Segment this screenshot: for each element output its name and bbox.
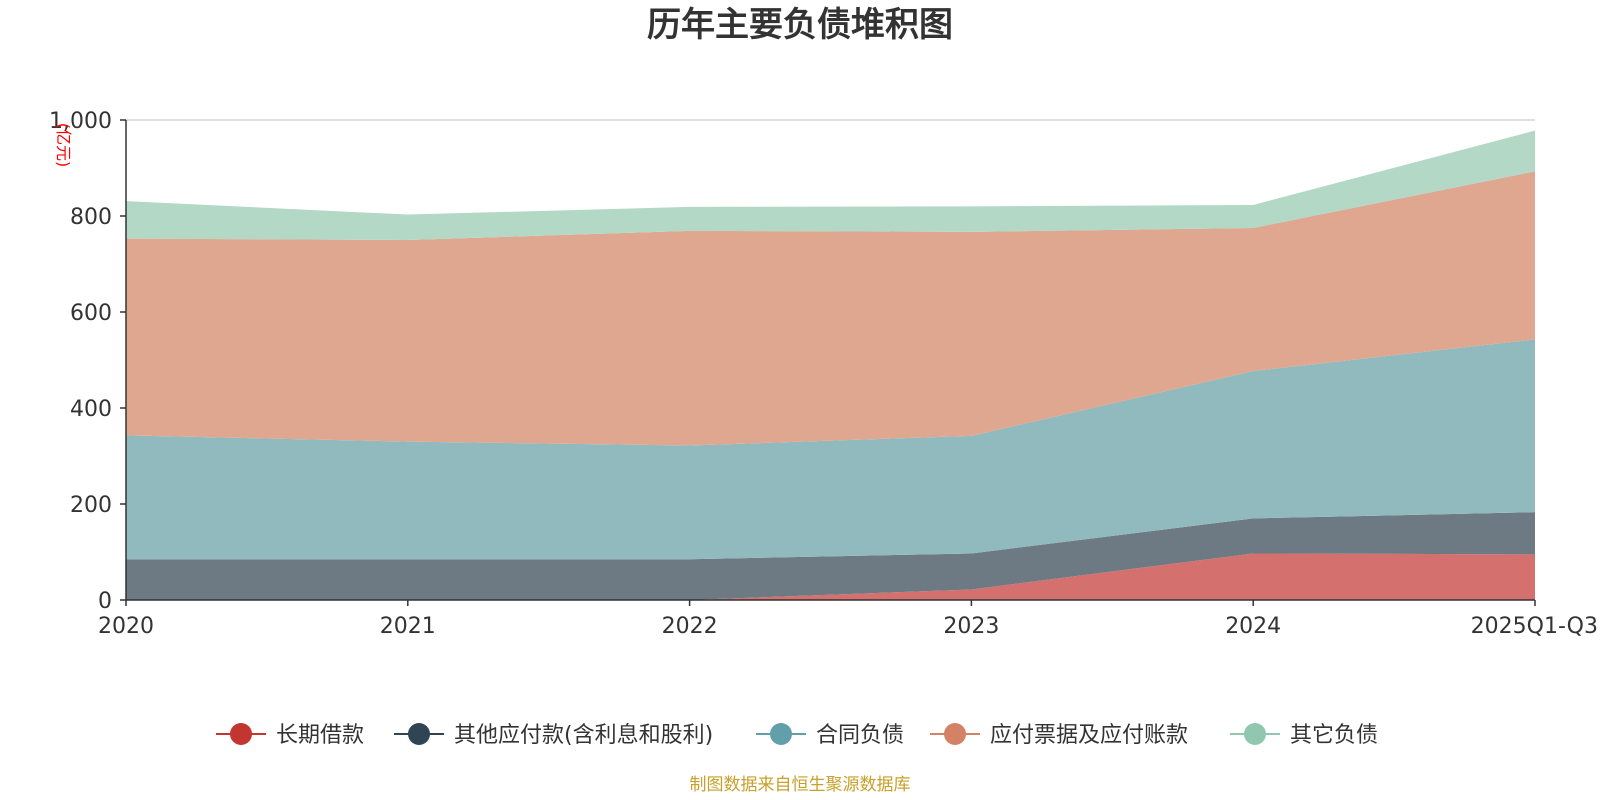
area-series-3 (126, 339, 1535, 560)
x-tick-label: 2022 (662, 614, 718, 639)
legend-label: 其他应付款(含利息和股利) (454, 723, 713, 748)
x-tick-label: 2020 (98, 614, 154, 639)
area-series-2 (126, 512, 1535, 600)
x-tick-label: 2023 (943, 614, 999, 639)
chart-title: 历年主要负债堆积图 (647, 5, 953, 45)
y-tick-label: 200 (70, 493, 112, 518)
area-series-5 (126, 130, 1535, 240)
legend-marker (408, 723, 430, 745)
legend-marker (1244, 723, 1266, 745)
legend-label: 长期借款 (276, 723, 364, 748)
legend-label: 应付票据及应付账款 (990, 723, 1188, 748)
x-tick-label: 2025Q1-Q3 (1471, 614, 1598, 639)
x-tick-label: 2024 (1225, 614, 1281, 639)
x-tick-label: 2021 (380, 614, 436, 639)
axes: 0 200 400 600 800 1,000 2020 2021 2022 2023 2024 20… (49, 109, 1598, 639)
legend-marker (770, 723, 792, 745)
legend-label: 合同负债 (816, 723, 904, 748)
legend-item[interactable]: 其它负债 (1230, 723, 1378, 748)
legend-marker (944, 723, 966, 745)
y-tick-label: 400 (70, 397, 112, 422)
legend: 长期借款 其他应付款(含利息和股利) 合同负债 应付票据及应付账款 其它负债 (216, 723, 1378, 748)
y-tick-label: 0 (98, 589, 112, 614)
y-tick-label: 800 (70, 205, 112, 230)
legend-marker (230, 723, 252, 745)
area-series-1 (126, 553, 1535, 600)
area-series-4 (126, 171, 1535, 446)
legend-item[interactable]: 应付票据及应付账款 (930, 723, 1188, 748)
legend-item[interactable]: 其他应付款(含利息和股利) (394, 723, 713, 748)
legend-item[interactable]: 长期借款 (216, 723, 364, 748)
source-note: 制图数据来自恒生聚源数据库 (690, 775, 911, 795)
legend-label: 其它负债 (1290, 723, 1378, 748)
legend-item[interactable]: 合同负债 (756, 723, 904, 748)
y-tick-label: 1,000 (49, 109, 112, 134)
y-tick-label: 600 (70, 301, 112, 326)
y-unit-label: (亿元) (54, 123, 73, 168)
area-series (126, 130, 1535, 600)
